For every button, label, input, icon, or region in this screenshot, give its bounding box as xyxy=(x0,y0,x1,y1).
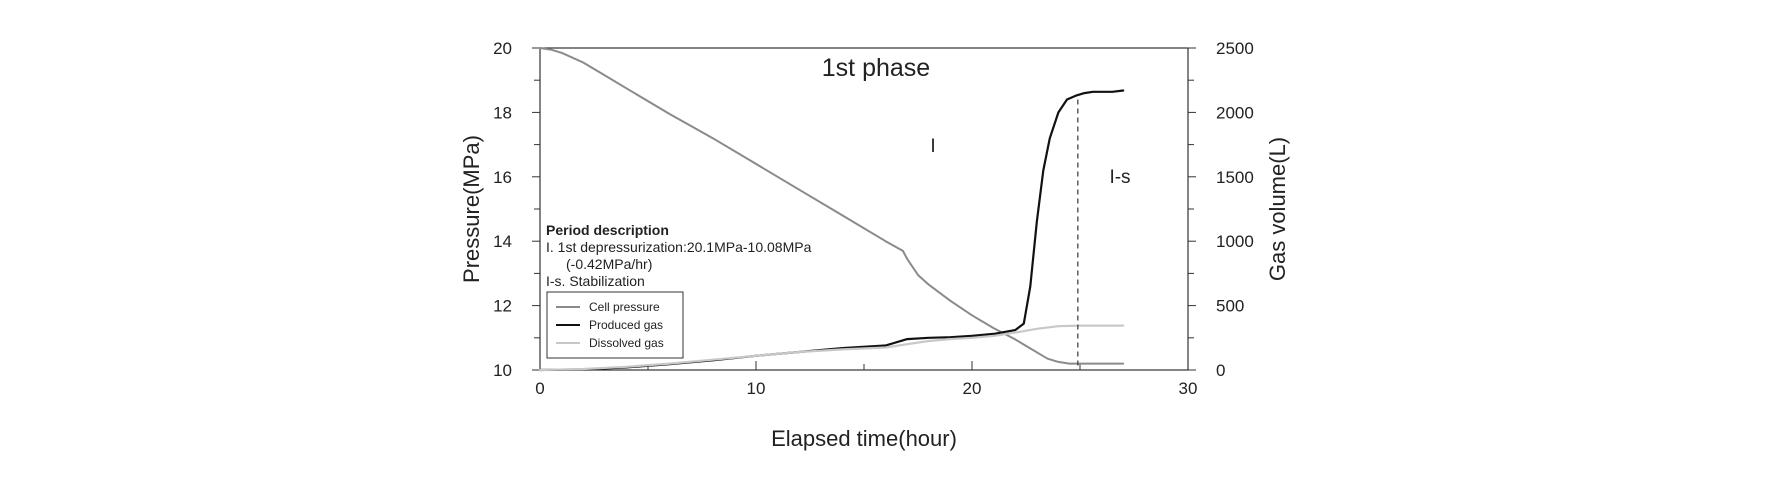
y-left-tick-label: 14 xyxy=(493,232,512,251)
description-line-2: (-0.42MPa/hr) xyxy=(566,256,652,272)
y-left-axis-title: Pressure(MPa) xyxy=(459,135,484,283)
legend-label-cell-pressure: Cell pressure xyxy=(589,300,660,314)
y-left-tick-label: 12 xyxy=(493,297,512,316)
x-tick-label: 30 xyxy=(1179,379,1198,398)
y-right-tick-label: 2500 xyxy=(1216,39,1254,58)
y-right-tick-label: 1500 xyxy=(1216,168,1254,187)
axis-ticks: 0 10 20 30 10 12 14 16 18 20 0 500 1000 1500 2000 2500 xyxy=(493,39,1254,398)
series-line-cell-pressure xyxy=(539,47,1125,365)
description-line-1: I. 1st depressurization:20.1MPa-10.08MPa xyxy=(546,239,812,255)
x-tick-label: 20 xyxy=(963,379,982,398)
series-line-dissolved-gas xyxy=(538,324,1125,372)
legend-label-dissolved-gas: Dissolved gas xyxy=(589,336,664,350)
x-axis-title: Elapsed time(hour) xyxy=(771,426,957,451)
y-right-axis-title: Gas volume(L) xyxy=(1265,137,1290,281)
legend-label-produced-gas: Produced gas xyxy=(589,318,663,332)
x-tick-label: 0 xyxy=(535,379,544,398)
y-right-tick-label: 0 xyxy=(1216,361,1225,380)
region-label-Is: I-s xyxy=(1109,167,1130,188)
legend: Cell pressure Produced gas Dissolved gas xyxy=(546,291,684,359)
series-layer xyxy=(538,47,1125,372)
y-right-tick-label: 1000 xyxy=(1216,232,1254,251)
y-left-tick-label: 16 xyxy=(493,168,512,187)
description-title: Period description xyxy=(546,222,669,238)
y-left-tick-label: 20 xyxy=(493,39,512,58)
y-left-tick-label: 10 xyxy=(493,361,512,380)
chart-title: 1st phase xyxy=(822,54,930,82)
y-right-tick-label: 500 xyxy=(1216,297,1244,316)
x-tick-label: 10 xyxy=(747,379,766,398)
description-line-3: I-s. Stabilization xyxy=(546,273,645,289)
y-right-tick-label: 2000 xyxy=(1216,103,1254,122)
y-left-tick-label: 18 xyxy=(493,103,512,122)
region-label-I: I xyxy=(930,136,935,157)
